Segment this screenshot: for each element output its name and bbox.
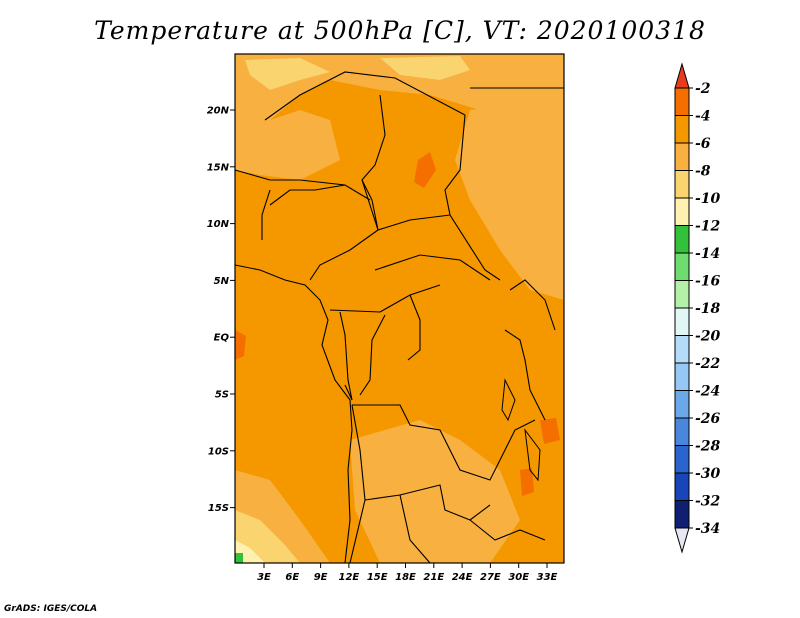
colorbar-segment — [674, 170, 690, 199]
colorbar-label: -32 — [695, 494, 721, 510]
map-panel — [234, 53, 565, 564]
lat-tick-label: 10S — [208, 446, 229, 457]
colorbar-label: -10 — [695, 191, 721, 207]
country-boundaries — [234, 71, 564, 564]
lon-tick-label: 12E — [339, 572, 360, 583]
colorbar-label: -14 — [695, 246, 720, 262]
colorbar-label: -16 — [695, 274, 721, 290]
colorbar-segment — [674, 142, 690, 171]
lat-tick-label: EQ — [214, 333, 230, 344]
lon-tick-label: 30E — [508, 572, 529, 583]
latitude-axis: 20N 15N 10N 5N EQ 5S 10S 15S — [207, 106, 235, 514]
coastline — [234, 264, 353, 564]
lon-tick-label: 9E — [314, 572, 328, 583]
lon-tick-label: 15E — [367, 572, 388, 583]
lon-tick-label: 18E — [395, 572, 416, 583]
lon-tick-label: 33E — [537, 572, 558, 583]
footer-credit: GrADS: IGES/COLA — [4, 604, 98, 614]
colorbar-segment — [674, 252, 690, 281]
colorbar: -2 -4 -6 -8 -10 -12 -14 -16 -18 -20 -22 -24 -26 -28 -3… — [674, 62, 721, 554]
region-band-10-north — [245, 58, 330, 90]
region-band-8-west — [235, 110, 340, 180]
colorbar-label: -6 — [695, 136, 711, 152]
region-band-8-south — [350, 420, 520, 563]
longitude-axis: 3E 6E 9E 12E 15E 18E 21E 24E 27E 30E 33E — [257, 563, 558, 583]
lat-tick-label: 20N — [207, 106, 230, 117]
colorbar-label: -28 — [695, 439, 721, 455]
colorbar-label: -18 — [695, 301, 721, 317]
lat-tick-label: 15S — [208, 503, 229, 514]
colorbar-segment — [674, 225, 690, 254]
colorbar-label: -2 — [695, 81, 711, 97]
lake-shape-2 — [524, 428, 541, 482]
colorbar-top-arrow — [674, 62, 690, 89]
region-band-4-patch2 — [235, 330, 246, 360]
lon-tick-label: 27E — [480, 572, 501, 583]
colorbar-segment — [674, 307, 690, 336]
colorbar-label: -24 — [695, 384, 720, 400]
lon-tick-label: 24E — [452, 572, 473, 583]
chart-title: Temperature at 500hPa [C], VT: 202010031… — [94, 16, 706, 45]
region-band-4-patch4 — [540, 418, 560, 444]
lake-shape — [501, 378, 516, 422]
lat-tick-label: 5S — [215, 390, 229, 401]
colorbar-label: -22 — [695, 356, 721, 372]
colorbar-bottom-arrow — [674, 527, 690, 554]
colorbar-label: -20 — [695, 329, 721, 345]
colorbar-segment — [674, 472, 690, 501]
colorbar-segment — [674, 280, 690, 309]
colorbar-label: -4 — [695, 109, 711, 125]
colorbar-segment — [674, 115, 690, 144]
lon-tick-label: 6E — [285, 572, 299, 583]
colorbar-segment — [674, 500, 690, 529]
region-band-14-corner — [235, 553, 243, 563]
colorbar-label: -8 — [695, 164, 711, 180]
colorbar-label: -12 — [695, 219, 721, 235]
colorbar-label: -30 — [695, 466, 721, 482]
colorbar-segment — [674, 197, 690, 226]
lon-tick-label: 21E — [423, 572, 444, 583]
colorbar-label: -34 — [695, 521, 720, 537]
colorbar-segment — [674, 390, 690, 419]
lat-tick-label: 10N — [207, 219, 230, 230]
colorbar-segment — [674, 362, 690, 391]
colorbar-segment — [674, 445, 690, 474]
region-band-4-patch3 — [520, 468, 534, 496]
region-band-4-patch1 — [414, 152, 436, 188]
map-frame — [234, 53, 565, 564]
colorbar-label: -26 — [695, 411, 721, 427]
colorbar-segment — [674, 87, 690, 116]
lat-tick-label: 5N — [214, 276, 230, 287]
lat-tick-label: 15N — [207, 162, 230, 173]
region-band-8-east — [455, 100, 564, 300]
lon-tick-label: 3E — [257, 572, 271, 583]
colorbar-segment — [674, 335, 690, 364]
colorbar-segment — [674, 417, 690, 446]
region-band-10-north2 — [380, 56, 470, 80]
